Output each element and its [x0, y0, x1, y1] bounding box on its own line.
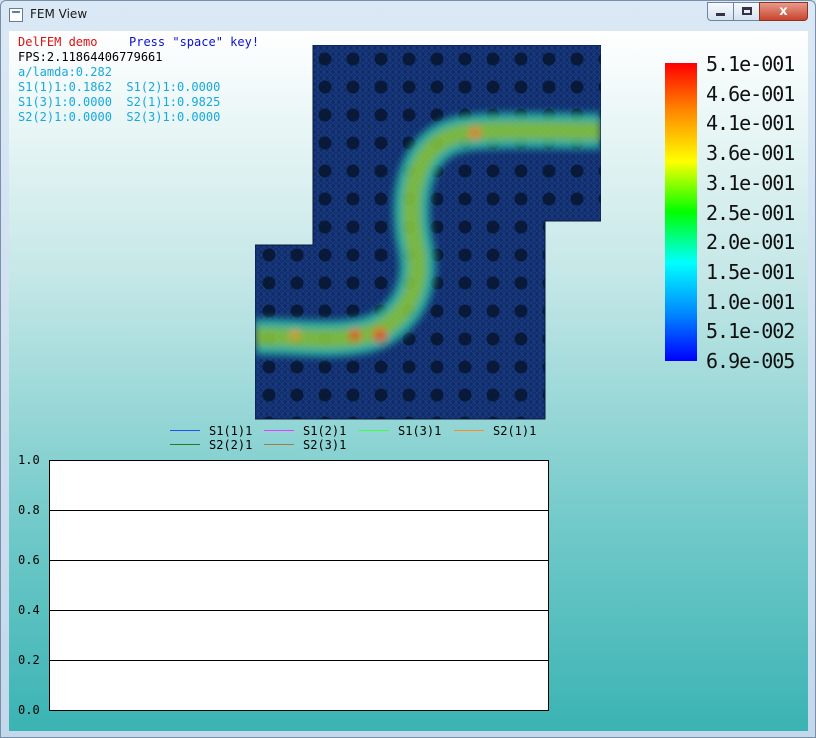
y-tick-label: 0.2 — [18, 653, 40, 667]
color-scale-label: 5.1e-001 — [706, 52, 795, 76]
legend-swatch — [264, 430, 294, 431]
legend-item: S1(3)1 — [359, 424, 451, 438]
fps-readout: FPS:2.11864406779661 — [18, 50, 163, 64]
legend-item: S2(3)1 — [264, 438, 356, 452]
color-scale-label: 3.6e-001 — [706, 141, 795, 166]
minimize-button[interactable] — [707, 2, 734, 21]
legend-swatch — [170, 430, 200, 431]
instruction-text: Press "space" key! — [129, 35, 260, 49]
legend-label: S2(2)1 — [209, 438, 253, 452]
alambda-readout: a/lamda:0.282 — [18, 65, 112, 79]
s-param-row: S1(1)1:0.1862 S1(2)1:0.0000 — [18, 80, 221, 94]
title-bar[interactable]: FEM View x — [1, 1, 815, 31]
legend-item: S1(1)1 — [170, 424, 262, 438]
legend-item: S1(2)1 — [264, 424, 356, 438]
gl-viewport[interactable]: DelFEM demo Press "space" key! FPS:2.118… — [9, 31, 808, 731]
legend-item: S2(2)1 — [170, 438, 262, 452]
close-button[interactable]: x — [759, 2, 808, 21]
color-scale-label: 4.6e-001 — [706, 81, 795, 106]
color-scale-label: 5.1e-002 — [706, 319, 795, 344]
color-scale-label: 1.5e-001 — [706, 259, 795, 284]
color-scale-label: 4.1e-001 — [706, 111, 795, 136]
y-tick-label: 1.0 — [18, 453, 40, 467]
legend-label: S1(3)1 — [398, 424, 442, 438]
legend-swatch — [454, 430, 484, 431]
color-scale-label: 1.0e-001 — [706, 289, 795, 314]
grid-line — [50, 610, 548, 611]
y-tick-label: 0.8 — [18, 503, 40, 517]
color-scale-bar — [665, 63, 697, 361]
window-title: FEM View — [30, 7, 88, 21]
close-icon: x — [779, 4, 788, 19]
y-tick-label: 0.6 — [18, 553, 40, 567]
color-scale-label: 3.1e-001 — [706, 170, 795, 195]
grid-line — [50, 510, 548, 511]
legend-item: S2(1)1 — [454, 424, 546, 438]
s-param-row: S2(2)1:0.0000 S2(3)1:0.0000 — [18, 110, 221, 124]
minimize-icon — [716, 13, 725, 16]
s-param-row: S1(3)1:0.0000 S2(1)1:0.9825 — [18, 95, 221, 109]
color-scale-label: 2.0e-001 — [706, 230, 795, 255]
color-scale-label: 2.5e-001 — [706, 200, 795, 225]
legend-label: S2(1)1 — [493, 424, 537, 438]
y-tick-label: 0.0 — [18, 703, 40, 717]
s-parameter-plot — [49, 460, 549, 711]
color-scale-label: 6.9e-005 — [706, 349, 795, 373]
window-icon — [9, 8, 23, 22]
maximize-button[interactable] — [733, 2, 760, 21]
legend-swatch — [359, 430, 389, 431]
y-tick-label: 0.4 — [18, 603, 40, 617]
legend-label: S1(1)1 — [209, 424, 253, 438]
legend-swatch — [170, 444, 200, 445]
legend-swatch — [264, 444, 294, 445]
legend-label: S1(2)1 — [303, 424, 347, 438]
legend-label: S2(3)1 — [303, 438, 347, 452]
demo-label: DelFEM demo — [18, 35, 98, 49]
fem-field-plot — [255, 45, 601, 420]
grid-line — [50, 560, 548, 561]
maximize-icon — [742, 7, 752, 15]
grid-line — [50, 660, 548, 661]
